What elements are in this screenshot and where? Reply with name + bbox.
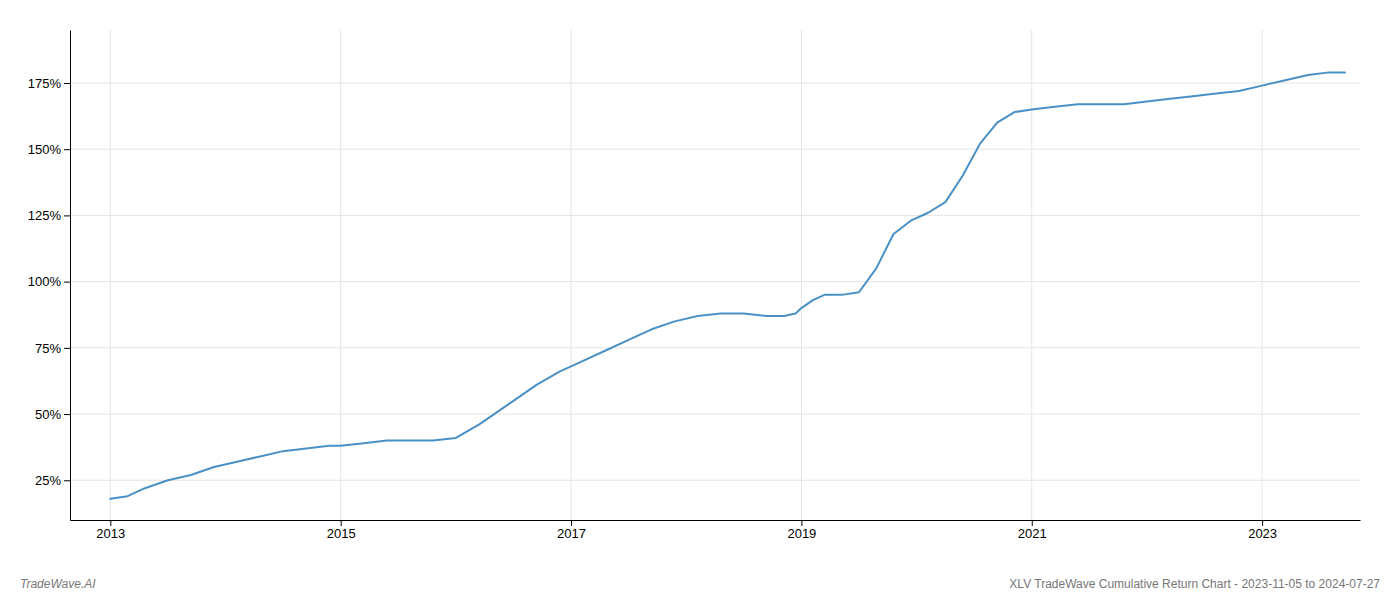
tick-mark (64, 414, 70, 415)
tick: 2017 (557, 520, 586, 541)
grid-line (1262, 30, 1263, 520)
tick: 175% (28, 76, 70, 91)
tick-label: 2017 (557, 526, 586, 541)
axis-line (70, 31, 71, 521)
grid-line (1031, 30, 1032, 520)
tick-label: 125% (28, 208, 62, 223)
tick-mark (64, 348, 70, 349)
tick-label: 150% (28, 142, 62, 157)
tick-label: 100% (28, 274, 62, 289)
tick-label: 2019 (787, 526, 816, 541)
tick: 100% (28, 274, 70, 289)
chart: 2013 2015 2017 2019 2021 2023 25% 50% 75% 100% 125… (0, 0, 1400, 600)
tick-mark (1032, 520, 1033, 526)
tick-mark (64, 83, 70, 84)
footer-left: TradeWave.AI (20, 577, 96, 591)
tick-mark (1262, 520, 1263, 526)
tick-label: 175% (28, 76, 62, 91)
tick: 2013 (96, 520, 125, 541)
tick-mark (571, 520, 572, 526)
tick-mark (801, 520, 802, 526)
grid-line (110, 30, 111, 520)
grid-line (70, 480, 1360, 481)
footer-right: XLV TradeWave Cumulative Return Chart - … (1009, 577, 1380, 591)
tick-label: 2013 (96, 526, 125, 541)
tick: 75% (35, 340, 70, 355)
tick-label: 2023 (1248, 526, 1277, 541)
tick-mark (64, 282, 70, 283)
grid-line (70, 347, 1360, 348)
grid-line (801, 30, 802, 520)
tick-mark (341, 520, 342, 526)
grid-line (70, 82, 1360, 83)
grid (70, 30, 1360, 520)
tick: 125% (28, 208, 70, 223)
grid-line (70, 215, 1360, 216)
tick: 25% (35, 473, 70, 488)
tick-label: 50% (35, 407, 61, 422)
tick: 2015 (327, 520, 356, 541)
grid-line (70, 414, 1360, 415)
axis-line (71, 520, 1361, 521)
tick-mark (64, 149, 70, 150)
tick: 50% (35, 407, 70, 422)
tick: 2023 (1248, 520, 1277, 541)
tick: 2019 (787, 520, 816, 541)
marks (110, 72, 1345, 498)
grid-line (70, 149, 1360, 150)
line (110, 72, 1345, 498)
y-axis: 25% 50% 75% 100% 125% 150% 175% (28, 31, 71, 521)
tick: 150% (28, 142, 70, 157)
grid-line (70, 281, 1360, 282)
x-axis: 2013 2015 2017 2019 2021 2023 (71, 520, 1361, 541)
tick-label: 25% (35, 473, 61, 488)
tick-label: 2015 (327, 526, 356, 541)
tick-label: 75% (35, 340, 61, 355)
plot-area: 2013 2015 2017 2019 2021 2023 25% 50% 75% 100% 125… (28, 30, 1361, 541)
tick: 2021 (1018, 520, 1047, 541)
grid-line (571, 30, 572, 520)
tick-mark (64, 480, 70, 481)
tick-label: 2021 (1018, 526, 1047, 541)
tick-mark (64, 215, 70, 216)
tick-mark (110, 520, 111, 526)
